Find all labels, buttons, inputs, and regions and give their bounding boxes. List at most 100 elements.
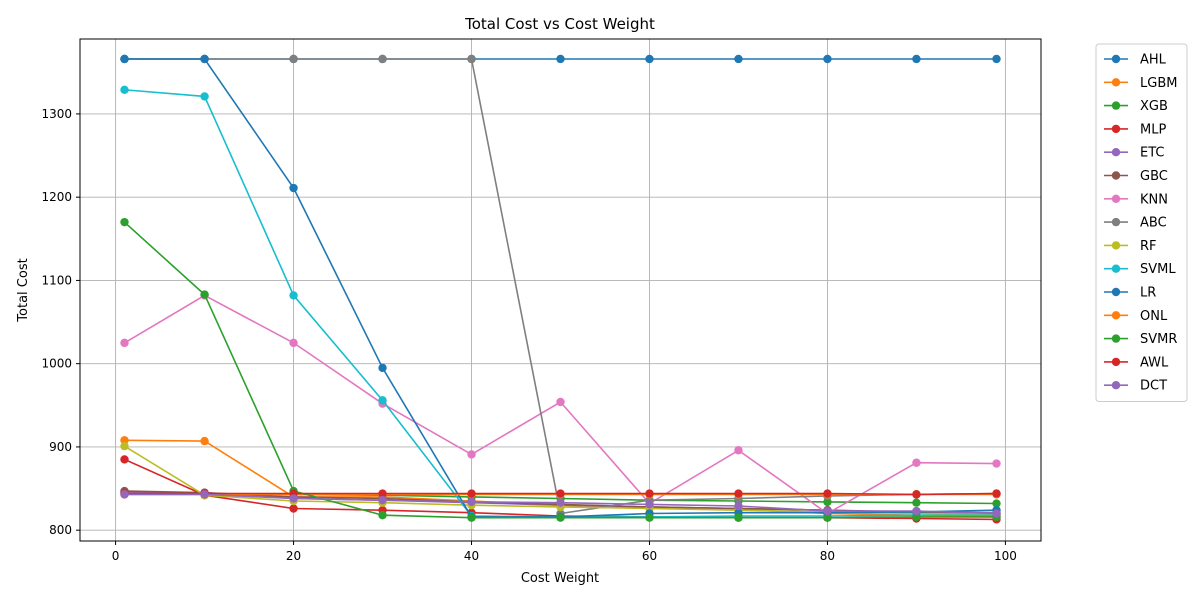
x-axis-label: Cost Weight (521, 571, 599, 586)
data-point-dct (734, 501, 743, 511)
legend-label: AHL (1140, 53, 1167, 68)
data-point-lr (200, 54, 209, 64)
legend-label: SVML (1140, 262, 1176, 277)
x-tick-label: 20 (286, 549, 301, 563)
legend-item-onl: ONL (1104, 309, 1168, 324)
y-tick-label: 1100 (41, 273, 72, 287)
y-axis-label: Total Cost (16, 258, 31, 322)
data-point-abc (467, 54, 476, 64)
data-point-dct (467, 497, 476, 507)
data-point-awl (645, 489, 654, 498)
legend-marker (1111, 217, 1121, 227)
data-point-svmr (912, 512, 921, 522)
legend-marker (1111, 54, 1121, 64)
data-point-awl (378, 489, 387, 498)
data-point-svmr (200, 290, 209, 299)
grid-lines (80, 39, 1041, 541)
data-point-lgbm (200, 436, 209, 446)
legend-label: ONL (1140, 309, 1168, 324)
data-point-dct (556, 498, 565, 507)
legend-label: RF (1140, 239, 1157, 254)
x-tick-label: 80 (820, 549, 835, 563)
data-point-xgb (823, 497, 832, 507)
data-point-knn (734, 446, 743, 455)
y-tick-label: 1300 (41, 107, 72, 121)
data-point-dct (289, 494, 298, 503)
legend-marker (1111, 194, 1121, 203)
legend-marker (1111, 287, 1121, 297)
data-point-ahl (992, 54, 1001, 64)
data-point-svmr (734, 513, 743, 522)
data-point-ahl (645, 54, 654, 64)
data-point-svmr (120, 217, 129, 227)
x-tick-label: 0 (112, 549, 120, 563)
data-point-dct (200, 490, 209, 499)
legend-marker (1111, 101, 1121, 110)
legend-box (1095, 43, 1188, 402)
data-point-knn (556, 397, 565, 407)
legend-item-ahl: AHL (1104, 53, 1167, 68)
data-point-awl (992, 489, 1001, 498)
data-point-svmr (556, 513, 565, 522)
x-tick-label: 60 (642, 549, 657, 563)
data-point-abc (378, 54, 387, 64)
legend-label: AWL (1140, 355, 1169, 370)
chart-title: Total Cost vs Cost Weight (464, 15, 655, 33)
legend-item-svml: SVML (1104, 262, 1176, 277)
data-point-svmr (823, 513, 832, 522)
legend-marker (1111, 148, 1121, 157)
legend-item-lr: LR (1104, 286, 1156, 301)
legend-marker (1111, 124, 1121, 134)
data-point-abc (289, 54, 298, 64)
series-group (120, 54, 1001, 524)
data-point-dct (645, 500, 654, 509)
data-point-lr (378, 363, 387, 373)
data-point-awl (734, 489, 743, 498)
data-point-dct (823, 506, 832, 516)
data-point-dct (992, 509, 1001, 518)
legend-marker (1111, 78, 1121, 87)
data-point-rf (120, 441, 129, 451)
legend-marker (1111, 381, 1121, 390)
axis-ticks: 0 20 40 60 80 100 800 900 1000 1100 1200 1300 (41, 107, 1016, 563)
legend: AHL LGBM XGB MLP ETC GBC KNN ABC RF SVML LR ONL SVMR… (1095, 43, 1188, 402)
data-point-dct (378, 496, 387, 505)
legend-marker (1111, 241, 1121, 250)
data-point-knn (120, 338, 129, 348)
data-point-svmr (467, 513, 476, 522)
legend-label: XGB (1140, 99, 1168, 114)
series-dct (120, 490, 1001, 518)
legend-item-gbc: GBC (1104, 169, 1168, 184)
data-point-awl (823, 489, 832, 498)
data-point-mlp (120, 455, 129, 464)
data-point-svml (200, 92, 209, 101)
data-point-lr (289, 183, 298, 193)
data-point-xgb (912, 498, 921, 507)
data-point-ahl (556, 54, 565, 64)
y-tick-label: 1000 (41, 357, 72, 371)
data-point-awl (912, 490, 921, 499)
legend-marker (1111, 264, 1121, 273)
legend-label: LGBM (1140, 76, 1177, 91)
y-tick-label: 1200 (41, 190, 72, 204)
data-point-dct (912, 506, 921, 516)
legend-label: ABC (1140, 216, 1167, 231)
legend-label: ETC (1140, 146, 1164, 161)
data-point-awl (467, 489, 476, 498)
data-point-lr (120, 54, 129, 64)
legend-marker (1111, 334, 1121, 343)
legend-item-svmr: SVMR (1104, 332, 1177, 347)
legend-label: LR (1140, 286, 1156, 301)
y-tick-label: 900 (49, 440, 72, 454)
legend-label: DCT (1140, 379, 1167, 394)
legend-marker (1111, 311, 1121, 320)
legend-marker (1111, 357, 1121, 367)
legend-item-knn: KNN (1104, 192, 1168, 207)
data-point-xgb (992, 499, 1001, 508)
data-point-knn (467, 450, 476, 459)
series-svmr (120, 217, 1001, 522)
legend-item-lgbm: LGBM (1104, 76, 1177, 91)
data-point-lgbm (120, 436, 129, 445)
